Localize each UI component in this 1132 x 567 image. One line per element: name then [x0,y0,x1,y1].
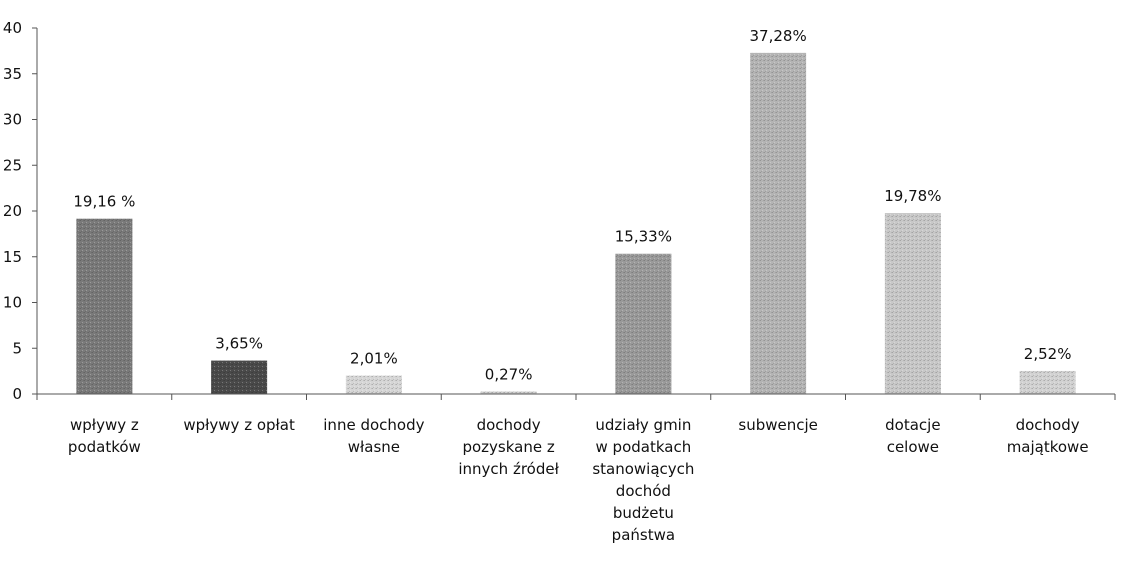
category-label-line: udziały gmin [595,416,691,434]
y-tick-labels: 0 5 10 15 20 25 30 35 40 [3,19,22,403]
category-label-line: wpływy z [70,416,139,434]
data-labels: 19,16 % 3,65% 2,01% 0,27% 15,33% 37,28% 19,78%… [73,27,1071,384]
y-tick-label: 20 [3,202,22,220]
category-label-line: majątkowe [1007,438,1089,456]
data-label: 3,65% [215,335,263,353]
category-label: inne dochody własne [323,416,424,456]
y-tick-label: 40 [3,19,22,37]
y-tick-label: 0 [12,385,22,403]
category-label-line: dochody [477,416,541,434]
category-label-line: pozyskane z [462,438,554,456]
bar-texture [345,375,402,394]
axes-group [32,27,1116,400]
y-tick-label: 10 [3,294,22,312]
data-label: 2,01% [350,350,398,368]
y-tick-label: 5 [12,339,22,357]
bar-texture [1019,370,1076,394]
category-label-line: wpływy z opłat [183,416,295,434]
category-label-line: podatków [68,438,141,456]
category-label-line: w podatkach [596,438,692,456]
y-tick-label: 15 [3,248,22,266]
category-label-line: stanowiących [592,460,694,478]
category-label: subwencje [738,416,818,434]
bar-texture [211,360,268,394]
y-tick-label: 25 [3,156,22,174]
bar-texture [480,391,537,394]
category-label-line: subwencje [738,416,818,434]
category-label: dotacje celowe [885,416,940,456]
category-label-line: dochód [616,482,671,500]
category-label-line: innych źródeł [458,460,559,478]
bar-texture [884,213,941,394]
y-tick-label: 30 [3,111,22,129]
bar-texture [750,52,807,394]
category-label: dochody pozyskane z innych źródeł [458,416,559,478]
data-label: 19,16 % [73,193,135,211]
category-label: dochody majątkowe [1007,416,1089,456]
category-label: wpływy z opłat [183,416,295,434]
data-label: 37,28% [750,27,807,45]
data-label: 19,78% [884,187,941,205]
bar-texture [615,253,672,394]
category-labels: wpływy z podatków wpływy z opłat inne docho… [68,416,1089,544]
category-label: wpływy z podatków [68,416,141,456]
bar-texture [76,218,133,394]
bar-texture-group [76,52,1076,394]
data-label: 2,52% [1024,345,1072,363]
category-label: udziały gmin w podatkach stanowiących dochó… [592,416,694,544]
y-tick-label: 35 [3,65,22,83]
category-label-line: państwa [612,526,675,544]
category-label-line: celowe [887,438,939,456]
category-label-line: inne dochody [323,416,424,434]
data-label: 15,33% [615,228,672,246]
category-label-line: własne [348,438,400,456]
category-label-line: dotacje [885,416,940,434]
category-label-line: dochody [1016,416,1080,434]
data-label: 0,27% [485,366,533,384]
category-label-line: budżetu [613,504,674,522]
